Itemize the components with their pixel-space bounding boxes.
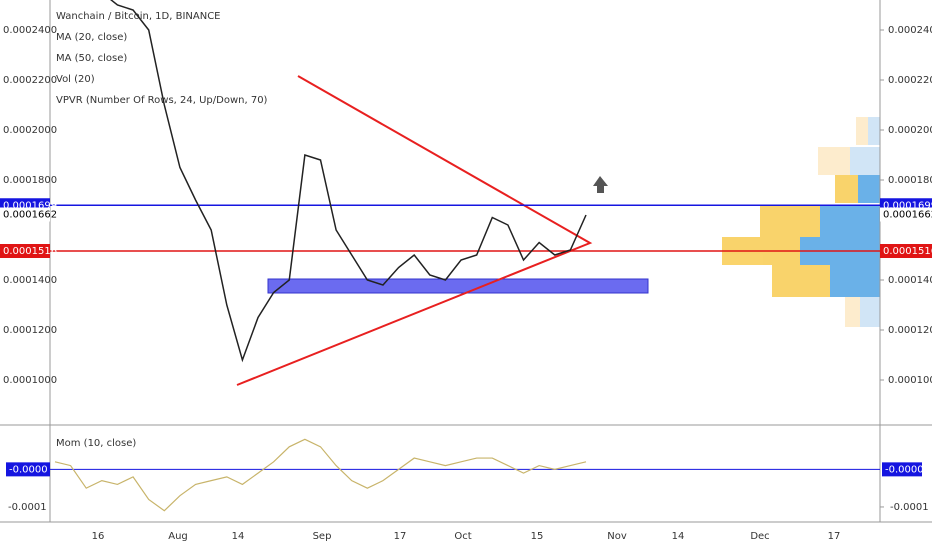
- price-tag-label: 0.0001662: [3, 210, 57, 221]
- time-label: Sep: [313, 531, 332, 542]
- y-tick-label: 0.0002400: [888, 25, 932, 36]
- y-tick-label: 0.0001800: [888, 175, 932, 186]
- mom-tag: [882, 462, 922, 477]
- triangle: [236, 75, 593, 386]
- time-label: Aug: [168, 531, 188, 542]
- price-tag: [0, 207, 50, 222]
- time-label: 17: [394, 531, 407, 542]
- mom-tag-label: -0.0000: [9, 464, 48, 475]
- price-tag: [0, 244, 50, 258]
- y-tick-label: 0.0002000: [888, 125, 932, 136]
- time-label: 14: [672, 531, 685, 542]
- time-label: 16: [92, 531, 105, 542]
- y-tick-label: 0.0001000: [888, 375, 932, 386]
- indicator-label: VPVR (Number Of Rows, 24, Up/Down, 70): [56, 95, 268, 106]
- time-label: 17: [828, 531, 841, 542]
- price-tag-label: 0.0001699: [883, 200, 932, 211]
- y-tick-label-left: 0.0002200: [3, 75, 57, 86]
- y-tick-label: 0.0001200: [888, 325, 932, 336]
- y-tick-label-left: 0.0002000: [3, 125, 57, 136]
- y-tick-label: 0.0002200: [888, 75, 932, 86]
- y-tick-label-left: 0.0002400: [3, 25, 57, 36]
- y-tick-label-left: 0.0001400: [3, 275, 57, 286]
- indicator-label: MA (20, close): [56, 32, 127, 43]
- mom-tick-label-left: -0.0001: [8, 502, 47, 513]
- price-tag: [880, 244, 932, 258]
- time-label: 15: [531, 531, 544, 542]
- time-label: Oct: [454, 531, 471, 542]
- y-tick-label-left: 0.0001800: [3, 175, 57, 186]
- mom-title: Mom (10, close): [56, 438, 136, 449]
- y-tick-label: 0.0001400: [888, 275, 932, 286]
- mom-tag: [6, 462, 50, 477]
- support-zone: [267, 278, 649, 294]
- indicator-label: Vol (20): [56, 74, 95, 85]
- time-label: 14: [232, 531, 245, 542]
- y-tick-label-left: 0.0001200: [3, 325, 57, 336]
- arrow: [593, 176, 608, 193]
- price-tag-label: 0.0001516: [3, 246, 57, 257]
- price-tag-label: 0.0001662: [883, 210, 932, 221]
- price-tag-label: 0.0001699: [3, 200, 57, 211]
- price-tag-label: 0.0001516: [883, 246, 932, 257]
- mom-tag-label: -0.0000: [885, 464, 924, 475]
- price-tag: [880, 207, 932, 222]
- y-tick-label-left: 0.0001000: [3, 375, 57, 386]
- mom-line: [54, 438, 587, 512]
- mom-tick-label: -0.0001: [890, 502, 929, 513]
- indicator-label: MA (50, close): [56, 53, 127, 64]
- time-label: Nov: [607, 531, 627, 542]
- time-label: Dec: [750, 531, 769, 542]
- price-line: [110, 0, 587, 363]
